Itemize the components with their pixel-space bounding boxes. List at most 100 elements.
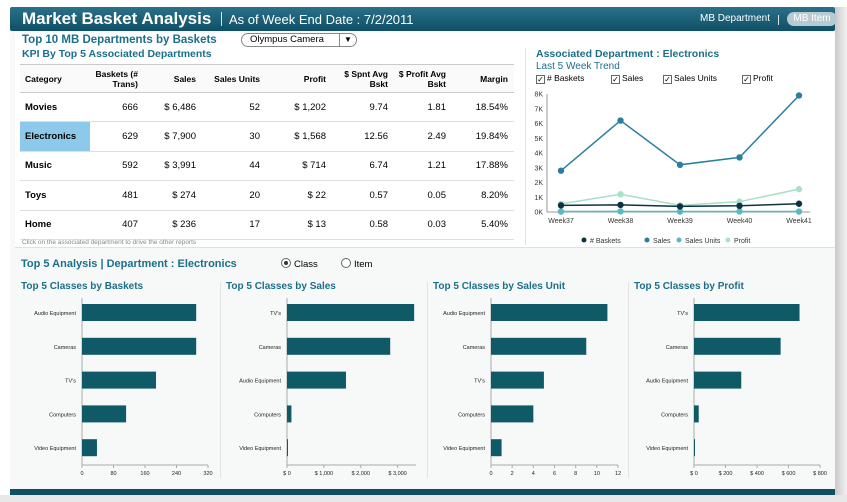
category-cell[interactable]: Electronics xyxy=(20,121,90,152)
category-label: Audio Equipment xyxy=(239,379,281,385)
bar xyxy=(82,304,197,321)
category-label: Video Equipment xyxy=(34,446,76,452)
panel-title-baskets: Top 5 Classes by Baskets xyxy=(21,281,144,292)
category-cell[interactable]: Movies xyxy=(20,92,90,123)
bar-chart-profit: TV's Cameras Audio Equipment Computers Video… xyxy=(646,298,827,477)
x-tick-label: $ 1,000 xyxy=(315,471,333,477)
category-label: Computers xyxy=(49,412,76,418)
checkbox-sales[interactable]: ✓ Sales xyxy=(611,73,643,84)
cell-baskets: 481 xyxy=(90,180,144,211)
cell-profit: $ 22 xyxy=(266,180,332,211)
chevron-down-icon[interactable]: ▼ xyxy=(339,34,356,46)
check-icon[interactable]: ✓ xyxy=(663,75,672,84)
data-point xyxy=(617,117,624,124)
table-row[interactable]: Toys 481 $ 274 20 $ 22 0.57 0.05 8.20% xyxy=(20,180,514,211)
checkbox-label: Profit xyxy=(753,73,773,83)
table-row[interactable]: Music 592 $ 3,991 44 $ 714 6.74 1.21 17.88% xyxy=(20,151,514,182)
data-point xyxy=(676,161,684,168)
y-tick-label: 0K xyxy=(534,210,543,217)
data-point xyxy=(557,202,565,209)
data-point xyxy=(795,200,803,207)
category-label: Audio Equipment xyxy=(646,379,688,385)
as-of-date: As of Week End Date : 7/2/2011 xyxy=(229,12,414,27)
category-label: Video Equipment xyxy=(239,446,281,452)
data-point xyxy=(557,167,565,174)
check-icon[interactable]: ✓ xyxy=(536,75,545,84)
x-tick-label: $ 2,000 xyxy=(352,471,370,477)
cell-sales: $ 7,900 xyxy=(144,121,202,152)
check-icon[interactable]: ✓ xyxy=(742,75,751,84)
kpi-title: KPI By Top 5 Associated Departments xyxy=(22,48,212,60)
category-cell[interactable]: Music xyxy=(20,151,90,182)
category-label: Video Equipment xyxy=(443,446,485,452)
nav-mb-item[interactable]: MB Item xyxy=(787,12,837,26)
panel-title-profit: Top 5 Classes by Profit xyxy=(634,281,744,292)
x-tick-label: Week41 xyxy=(786,218,812,225)
category-label: Computers xyxy=(254,412,281,418)
bar-chart-sales: TV's Cameras Audio Equipment Computers Video… xyxy=(239,298,416,477)
category-label: Cameras xyxy=(666,345,689,351)
category-cell[interactable]: Home xyxy=(20,210,90,240)
associated-dept-title: Associated Department : Electronics xyxy=(536,48,720,60)
cell-units: 52 xyxy=(202,92,266,123)
checkbox-baskets[interactable]: ✓ # Baskets xyxy=(536,73,584,84)
category-cell[interactable]: Toys xyxy=(20,180,90,211)
checkbox-sales-units[interactable]: ✓ Sales Units xyxy=(663,73,717,84)
radio-selected-icon[interactable] xyxy=(281,258,291,268)
nav-mb-department[interactable]: MB Department xyxy=(700,13,771,24)
legend-label: # Baskets xyxy=(590,238,621,245)
table-row[interactable]: Home 407 $ 236 17 $ 13 0.58 0.03 5.40% xyxy=(20,210,514,240)
panel-title-sales-unit: Top 5 Classes by Sales Unit xyxy=(433,281,566,292)
header-bar: Market Basket Analysis As of Week End Da… xyxy=(10,7,837,31)
legend-label: Profit xyxy=(734,238,750,245)
x-tick-label: 4 xyxy=(532,471,535,477)
bar xyxy=(82,371,157,389)
x-tick-label: $ 0 xyxy=(690,471,698,477)
x-tick-label: 6 xyxy=(553,471,556,477)
cell-spnt: 0.57 xyxy=(332,180,394,211)
table-row[interactable]: Electronics 629 $ 7,900 30 $ 1,568 12.56 2.49 1… xyxy=(20,121,514,152)
cell-sales: $ 236 xyxy=(144,210,202,240)
category-label: Computers xyxy=(458,412,485,418)
cell-baskets: 407 xyxy=(90,210,144,240)
x-tick-label: 2 xyxy=(511,471,514,477)
bar xyxy=(82,337,197,355)
radio-empty-icon[interactable] xyxy=(341,258,351,268)
cell-spnt: 12.56 xyxy=(332,121,394,152)
col-profit-avg: $ Profit Avg Bskt xyxy=(394,64,452,93)
checkbox-profit[interactable]: ✓ Profit xyxy=(742,73,773,84)
legend-label: Sales Units xyxy=(685,238,721,245)
radio-class-label: Class xyxy=(294,259,318,270)
data-point xyxy=(676,203,684,210)
data-point xyxy=(617,201,624,209)
bar xyxy=(491,405,534,423)
y-tick-label: 7K xyxy=(534,106,543,113)
x-tick-label: 0 xyxy=(80,471,83,477)
check-icon[interactable]: ✓ xyxy=(611,75,620,84)
category-label: Cameras xyxy=(54,345,77,351)
table-row[interactable]: Movies 666 $ 6,486 52 $ 1,202 9.74 1.81 18.54% xyxy=(20,92,514,123)
cell-profit: $ 714 xyxy=(266,151,332,182)
kpi-header-row: Category Baskets (# Trans) Sales Sales U… xyxy=(20,64,514,93)
bar-chart-sales-unit: Audio Equipment Cameras TV's Computers Video… xyxy=(443,298,621,477)
x-tick-label: Week37 xyxy=(548,218,574,225)
category-label: Cameras xyxy=(463,345,486,351)
data-point xyxy=(736,202,743,210)
radio-class[interactable]: Class xyxy=(281,258,318,270)
radio-item[interactable]: Item xyxy=(341,258,372,270)
department-select[interactable]: Olympus Camera ▼ xyxy=(241,33,357,47)
cell-pavg: 0.05 xyxy=(394,180,452,211)
category-label: TV's xyxy=(65,379,76,385)
cell-units: 17 xyxy=(202,210,266,240)
col-profit: Profit xyxy=(266,64,332,93)
x-tick-label: 80 xyxy=(110,471,116,477)
col-margin: Margin xyxy=(452,64,514,93)
x-tick-label: 8 xyxy=(574,471,577,477)
cell-units: 30 xyxy=(202,121,266,152)
bar-chart-baskets: Audio Equipment Cameras TV's Computers Video… xyxy=(34,298,213,477)
cell-pavg: 0.03 xyxy=(394,210,452,240)
x-tick-label: $ 600 xyxy=(782,471,796,477)
cell-margin: 18.54% xyxy=(452,92,514,123)
window-shadow xyxy=(835,7,847,495)
